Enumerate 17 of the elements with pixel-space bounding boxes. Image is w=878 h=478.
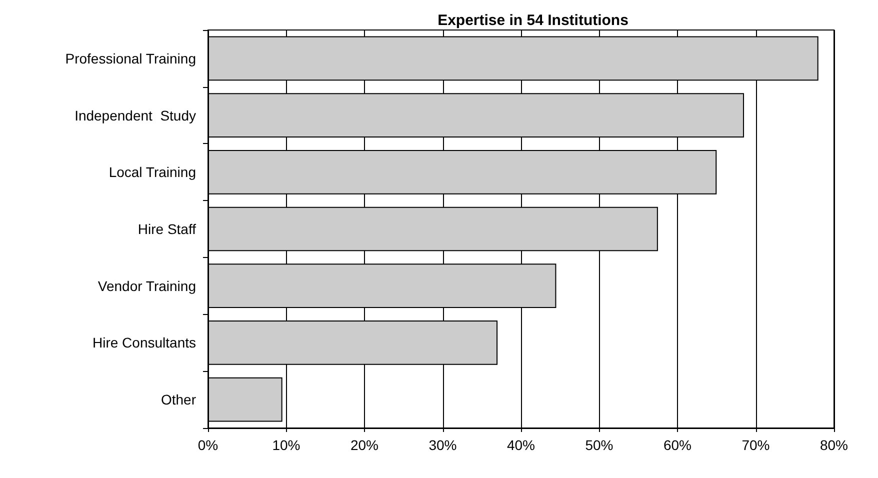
x-tick-label: 30% xyxy=(428,437,457,453)
y-tick-label: Local Training xyxy=(108,164,196,180)
y-tick-label: Hire Consultants xyxy=(92,334,196,351)
y-tick-label: Other xyxy=(160,392,196,408)
chart-title: Expertise in 54 Institutions xyxy=(438,12,628,29)
x-tick-label: 20% xyxy=(350,437,379,453)
y-tick-label: Independent Study xyxy=(74,107,196,124)
x-tick-label: 70% xyxy=(742,437,770,453)
y-tick-label: Professional Training xyxy=(65,50,196,66)
y-tick-label: Hire Staff xyxy=(138,221,196,237)
x-tick-label: 60% xyxy=(663,437,692,453)
x-tick-label: 80% xyxy=(820,437,848,453)
y-tick-label: Vendor Training xyxy=(98,278,196,294)
x-tick-label: 10% xyxy=(272,437,300,453)
x-tick-label: 40% xyxy=(506,437,536,453)
x-tick-label: 50% xyxy=(585,437,614,453)
x-tick-label: 0% xyxy=(198,437,218,453)
